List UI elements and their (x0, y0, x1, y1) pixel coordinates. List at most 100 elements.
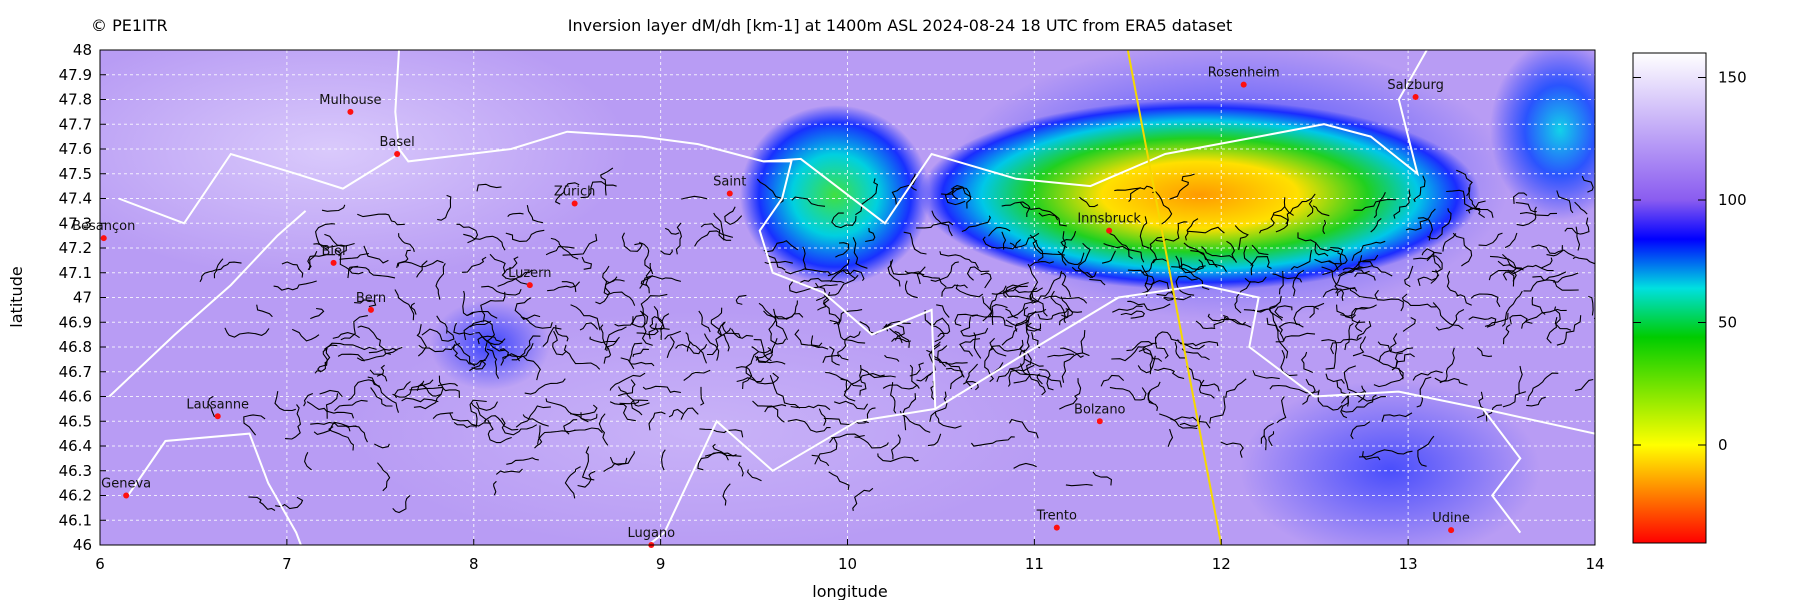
x-tick-label: 10 (838, 555, 857, 573)
terrain-contour (456, 223, 479, 244)
terrain-contour (768, 315, 787, 345)
terrain-contour (1171, 259, 1204, 270)
terrain-contour (1342, 267, 1370, 274)
terrain-contour (712, 443, 742, 457)
terrain-contour (1353, 198, 1397, 211)
city-dot (1448, 527, 1455, 534)
terrain-contour (982, 296, 993, 318)
y-tick-label: 47.6 (59, 140, 92, 158)
terrain-contour (470, 402, 487, 423)
terrain-contour (802, 246, 807, 271)
terrain-contour (941, 186, 964, 196)
terrain-contour (1170, 416, 1211, 429)
terrain-contour (1080, 330, 1086, 353)
y-tick-label: 48 (73, 41, 92, 59)
cross-section-path (1126, 50, 1223, 545)
terrain-contour (1175, 275, 1198, 296)
terrain-contour (1556, 190, 1574, 214)
terrain-contour (902, 393, 917, 431)
city-label: Innsbruck (1077, 212, 1141, 227)
terrain-contour (1272, 273, 1303, 283)
terrain-contour (324, 233, 355, 247)
city-label: Bolzano (1074, 402, 1126, 417)
terrain-contour (1100, 374, 1125, 387)
terrain-contour (683, 369, 711, 381)
terrain-contour (595, 276, 618, 305)
terrain-contour (1297, 232, 1329, 257)
terrain-contour (489, 253, 507, 279)
y-tick-label: 47.1 (59, 264, 92, 282)
terrain-contour (1358, 254, 1379, 268)
terrain-contour (493, 480, 497, 496)
x-axis-label: longitude (812, 582, 887, 600)
terrain-contour (561, 281, 577, 293)
terrain-contour (357, 213, 405, 226)
city-marker: Besançon (72, 219, 135, 242)
field-green-west-blob (740, 105, 930, 285)
terrain-contour (1179, 341, 1219, 347)
terrain-contour (401, 397, 439, 403)
city-dot (347, 108, 354, 115)
terrain-contour (752, 400, 785, 423)
terrain-contour (581, 446, 595, 481)
terrain-contour (348, 379, 381, 401)
terrain-contour (1358, 449, 1413, 458)
terrain-contour (882, 384, 918, 390)
terrain-contour (308, 250, 318, 270)
terrain-contour (1546, 245, 1563, 257)
terrain-contour (982, 236, 1021, 250)
terrain-contour (1009, 418, 1039, 439)
terrain-contour (954, 313, 978, 327)
colorbar-tick-label: 0 (1718, 436, 1728, 454)
terrain-contour (1336, 380, 1349, 407)
terrain-contour (1260, 422, 1274, 444)
terrain-contour (545, 246, 575, 256)
terrain-contour (842, 269, 865, 282)
terrain-contour (823, 291, 841, 325)
terrain-contour (1374, 289, 1404, 312)
terrain-contour (959, 338, 981, 357)
terrain-contour (1244, 276, 1267, 284)
terrain-contour (1502, 391, 1526, 408)
terrain-contour (1434, 377, 1468, 386)
x-tick-label: 6 (95, 555, 105, 573)
terrain-contour (376, 364, 385, 377)
terrain-contour (306, 401, 328, 419)
terrain-contour (580, 412, 598, 421)
terrain-contour (1356, 320, 1372, 340)
city-marker: Bolzano (1074, 402, 1126, 425)
y-axis-label: latitude (7, 266, 26, 327)
terrain-contour (416, 324, 427, 357)
colorbar-tick-label: 150 (1718, 69, 1747, 87)
terrain-contour (1476, 347, 1493, 357)
terrain-contour (664, 330, 682, 340)
terrain-contour (1259, 206, 1286, 234)
terrain-contour (629, 342, 643, 370)
terrain-contour (1019, 202, 1067, 227)
terrain-contour (524, 378, 566, 395)
terrain-contour (909, 364, 920, 389)
terrain-contour (745, 351, 765, 383)
terrain-contour (769, 375, 801, 409)
field-warm-blob (920, 100, 1480, 290)
terrain-contour (555, 324, 569, 342)
terrain-contour (1269, 295, 1283, 321)
terrain-contour (1060, 272, 1072, 298)
terrain-contour (1014, 287, 1043, 294)
terrain-contour (600, 167, 614, 196)
terrain-contour (392, 382, 424, 398)
terrain-contour (550, 237, 579, 260)
terrain-contour (1032, 239, 1065, 256)
terrain-contour (965, 363, 979, 390)
terrain-contour (991, 304, 1008, 326)
terrain-contour (1526, 396, 1546, 407)
terrain-contour (1071, 266, 1097, 279)
terrain-contour (859, 321, 888, 335)
terrain-contour (410, 302, 417, 315)
terrain-contour (756, 346, 773, 363)
terrain-contour (1504, 232, 1518, 249)
border-line (934, 284, 1595, 435)
terrain-contour (1285, 193, 1316, 225)
terrain-contour (1092, 471, 1112, 486)
